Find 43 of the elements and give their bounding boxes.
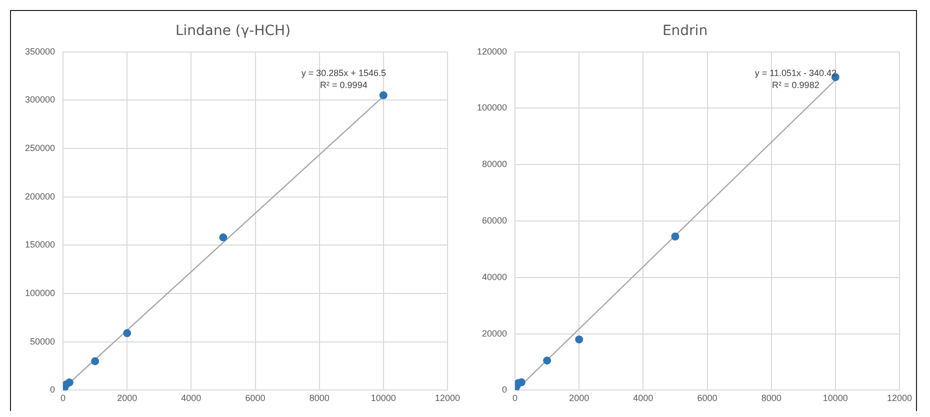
x-tick-label: 4000 — [633, 393, 654, 404]
annotation: y = 11.051x - 340.42 — [754, 68, 837, 78]
x-tick-label: 12000 — [434, 393, 460, 404]
x-tick-label: 4000 — [181, 393, 202, 404]
y-tick-label: 300000 — [24, 94, 56, 105]
x-tick-label: 0 — [512, 393, 518, 404]
y-tick-label: 100000 — [476, 102, 508, 113]
x-tick-label: 6000 — [697, 393, 718, 404]
point — [65, 378, 74, 386]
x-tick-label: 2000 — [117, 393, 138, 404]
y-tick-label: 350000 — [24, 46, 56, 56]
y-tick-label: 150000 — [24, 240, 56, 250]
annotation: y = 30.285x + 1546.5 — [301, 68, 386, 78]
chart-title: Lindane (γ-HCH) — [175, 23, 291, 40]
x-tick-label: 2000 — [569, 393, 590, 404]
y-tick-label: 60000 — [482, 215, 508, 226]
x-tick-label: 0 — [60, 393, 66, 404]
y-tick-label: 250000 — [24, 142, 56, 153]
point — [543, 356, 552, 365]
x-tick-label: 6000 — [245, 393, 266, 404]
point — [379, 91, 388, 100]
point — [671, 232, 680, 241]
x-tick-label: 8000 — [309, 393, 330, 404]
x-tick-label: 10000 — [370, 393, 396, 404]
y-tick-label: 100000 — [24, 288, 56, 298]
y-tick-label: 80000 — [482, 159, 508, 170]
annotation: R² = 0.9982 — [772, 80, 820, 90]
x-tick-label: 8000 — [761, 393, 782, 404]
x-tick-label: 10000 — [822, 393, 848, 404]
y-tick-label: 20000 — [482, 328, 508, 338]
y-tick-label: 120000 — [476, 46, 508, 56]
y-tick-label: 0 — [502, 384, 508, 395]
chart-title: Endrin — [662, 23, 708, 40]
point — [123, 329, 132, 338]
point — [575, 335, 584, 344]
x-tick-label: 12000 — [886, 393, 912, 404]
y-tick-label: 0 — [50, 384, 56, 395]
point — [91, 357, 100, 366]
y-tick-label: 50000 — [30, 336, 56, 346]
point — [219, 233, 228, 242]
y-tick-label: 200000 — [24, 191, 56, 202]
annotation: R² = 0.9994 — [320, 80, 368, 90]
y-tick-label: 40000 — [482, 272, 508, 282]
